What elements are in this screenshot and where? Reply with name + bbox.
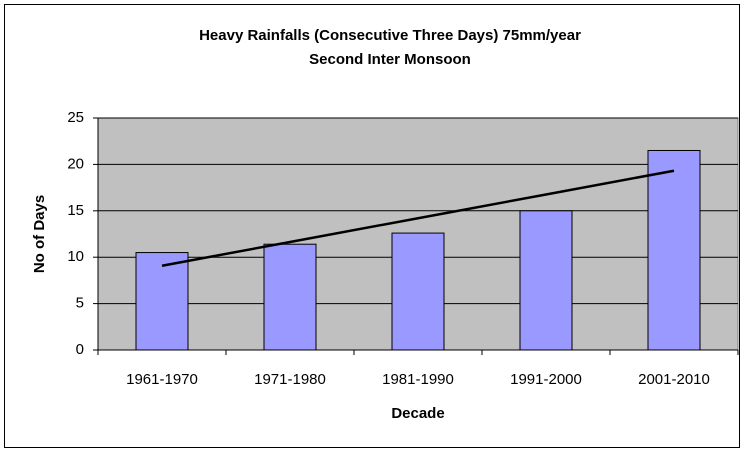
bar xyxy=(647,149,701,351)
x-tick-label: 1991-2000 xyxy=(510,371,582,388)
x-tick-label: 1961-1970 xyxy=(126,371,198,388)
x-tick-label: 2001-2010 xyxy=(638,371,710,388)
y-tick-label: 10 xyxy=(67,248,84,265)
bar xyxy=(519,210,573,351)
y-tick-label: 20 xyxy=(67,155,84,172)
y-tick-label: 5 xyxy=(76,295,84,312)
y-axis-label: No of Days xyxy=(31,195,48,273)
x-axis-label: Decade xyxy=(391,405,444,422)
trend-line xyxy=(161,169,675,267)
y-tick-label: 15 xyxy=(67,202,84,219)
x-tick-label: 1981-1990 xyxy=(382,371,454,388)
y-tick-label: 0 xyxy=(76,341,84,358)
bar xyxy=(391,232,445,351)
y-tick-label: 25 xyxy=(67,109,84,126)
chart-subtitle: Second Inter Monsoon xyxy=(309,51,471,68)
x-tick-label: 1971-1980 xyxy=(254,371,326,388)
bar xyxy=(263,243,317,351)
chart-title: Heavy Rainfalls (Consecutive Three Days)… xyxy=(199,27,581,44)
bar xyxy=(135,252,189,351)
